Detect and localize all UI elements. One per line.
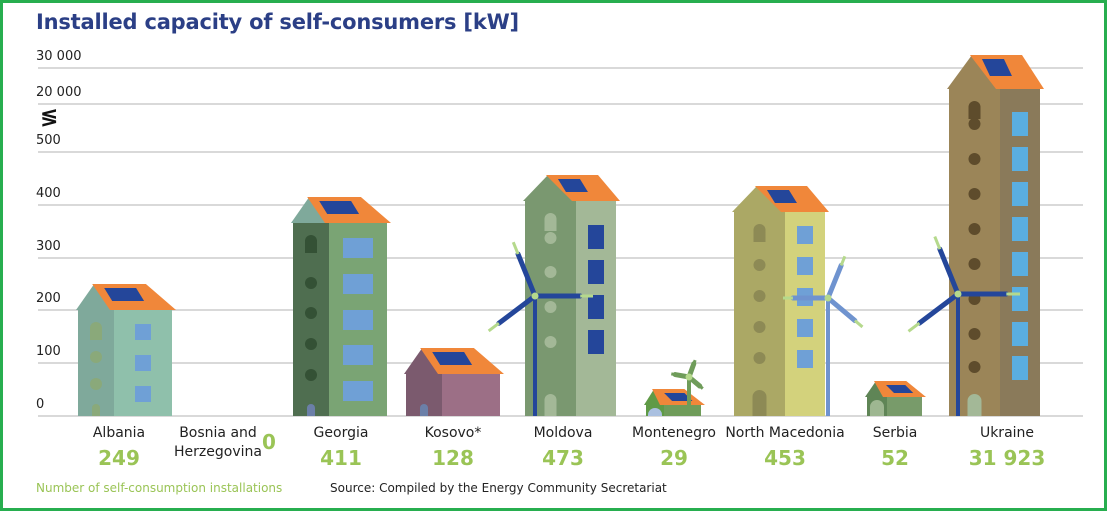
y-tick-label: 100: [36, 344, 61, 359]
wind-turbine-icon: [487, 241, 593, 416]
country-label: Georgia: [313, 425, 369, 441]
chart-title: Installed capacity of self-consumers [kW…: [36, 10, 519, 34]
wind-turbine-icon: [907, 235, 1020, 416]
country-label: Bosnia and: [179, 425, 257, 441]
installation-count: 128: [432, 446, 474, 470]
installation-count: 411: [320, 446, 362, 470]
country-label: Moldova: [533, 425, 593, 441]
y-tick-label: 20 000: [36, 85, 82, 100]
country-label: North Macedonia: [725, 425, 845, 441]
country-label: Albania: [92, 425, 146, 441]
y-tick-label: 200: [36, 291, 61, 306]
y-tick-label: 300: [36, 239, 61, 254]
building-montenegro: [644, 389, 705, 416]
country-label: Ukraine: [979, 425, 1035, 441]
solar-panel-icon: [104, 288, 145, 301]
y-tick-label: 400: [36, 186, 61, 201]
solar-panel-icon: [319, 201, 360, 214]
building-ukraine: [947, 55, 1044, 416]
installation-count: 52: [881, 446, 909, 470]
building-serbia: [865, 381, 926, 416]
building-albania: [76, 284, 176, 416]
solar-panel-icon: [557, 179, 588, 192]
solar-panel-icon: [664, 393, 693, 401]
installation-count: 473: [542, 446, 584, 470]
solar-panel-icon: [886, 385, 914, 393]
country-label: Serbia: [872, 425, 918, 441]
solar-panel-icon: [981, 59, 1012, 76]
country-label: Herzegovina: [174, 444, 262, 460]
solar-panel-icon: [432, 352, 473, 365]
installation-count: 453: [764, 446, 806, 470]
country-label: Montenegro: [631, 425, 716, 441]
y-tick-label: 500: [36, 133, 61, 148]
building-north-macedonia: [732, 186, 829, 416]
legend-note: Number of self-consumption installations: [36, 481, 283, 495]
country-label: Kosovo*: [424, 425, 482, 441]
building-georgia: [291, 197, 391, 416]
installation-count: 29: [660, 446, 688, 470]
building-kosovo: [404, 348, 504, 416]
source-note: Source: Compiled by the Energy Community…: [330, 481, 667, 495]
y-tick-label: 0: [36, 397, 45, 412]
installation-count: 0: [262, 430, 276, 454]
wind-turbine-icon: [783, 255, 864, 416]
solar-panel-icon: [766, 190, 797, 203]
y-tick-label: 30 000: [36, 49, 82, 64]
wind-turbine-icon: [671, 359, 704, 405]
installation-count: 31 923: [968, 446, 1046, 470]
installation-count: 249: [98, 446, 140, 470]
axis-break-icon: ≶: [40, 105, 59, 130]
